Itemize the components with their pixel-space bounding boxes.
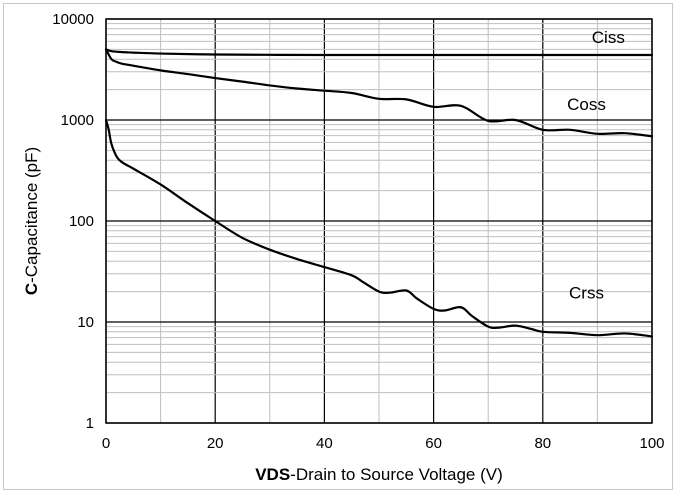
- x-tick-label: 60: [425, 435, 442, 452]
- x-axis-title: VDS-Drain to Source Voltage (V): [255, 465, 503, 484]
- series-label-ciss: Ciss: [592, 28, 625, 47]
- series-line-crss: [104, 118, 654, 338]
- y-tick-label: 100: [69, 213, 94, 230]
- x-tick-label: 100: [639, 435, 664, 452]
- y-tick-label: 1000: [61, 112, 94, 129]
- grid: [105, 18, 653, 424]
- y-tick-label: 10000: [52, 11, 94, 28]
- series-lines: [104, 48, 654, 338]
- y-tick-label: 1: [86, 415, 94, 432]
- x-tick-label: 0: [102, 435, 110, 452]
- x-tick-label: 80: [534, 435, 551, 452]
- series-line-coss: [104, 48, 654, 138]
- tick-labels: 0 20 40 60 80 100 1 10 100 1000 10000: [52, 11, 664, 452]
- x-tick-label: 40: [316, 435, 333, 452]
- series-label-crss: Crss: [569, 284, 604, 303]
- plot-area-border: [105, 18, 653, 424]
- y-tick-label: 10: [77, 314, 94, 331]
- series-labels: Ciss Coss Crss: [567, 28, 625, 303]
- series-line-ciss: [104, 48, 654, 57]
- x-tick-label: 20: [207, 435, 224, 452]
- y-axis-title: C-Capacitance (pF): [22, 147, 41, 295]
- series-label-coss: Coss: [567, 95, 606, 114]
- chart-frame: [3, 3, 673, 490]
